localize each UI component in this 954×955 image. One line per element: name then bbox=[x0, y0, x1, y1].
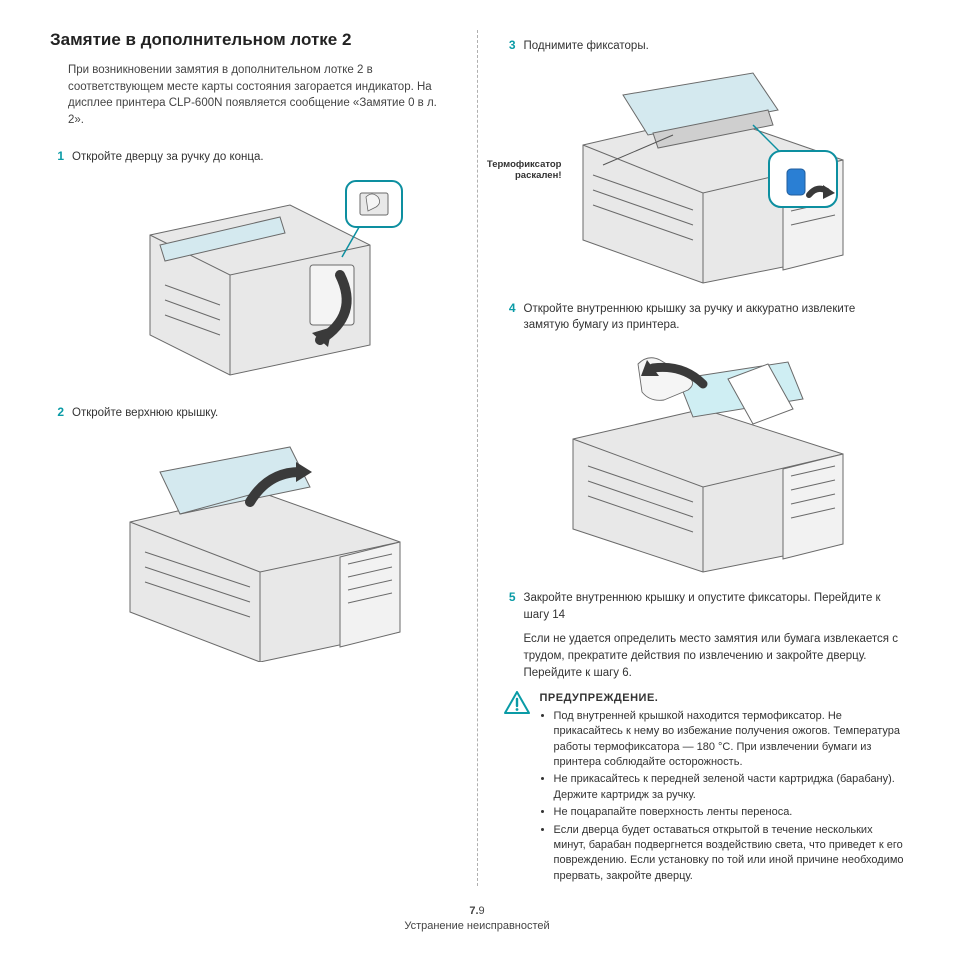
step-number: 5 bbox=[502, 590, 516, 604]
right-column: 3 Поднимите фиксаторы. Термофиксатор рас… bbox=[502, 30, 905, 886]
caution-item: Под внутренней крышкой находится термофи… bbox=[554, 709, 905, 771]
warning-icon bbox=[504, 691, 530, 720]
step-number: 3 bbox=[502, 38, 516, 52]
illustration-step3: Термофиксатор раскален! bbox=[502, 65, 905, 285]
section-heading: Замятие в дополнительном лотке 2 bbox=[50, 30, 453, 50]
fuser-hot-label: Термофиксатор раскален! bbox=[472, 159, 562, 182]
step-text: Поднимите фиксаторы. bbox=[524, 38, 649, 55]
caution-box: ПРЕДУПРЕЖДЕНИЕ. Под внутренней крышкой н… bbox=[504, 691, 905, 886]
printer-remove-paper-svg bbox=[543, 344, 863, 574]
caution-item: Не прикасайтесь к передней зеленой части… bbox=[554, 772, 905, 803]
caution-list: Под внутренней крышкой находится термофи… bbox=[540, 709, 905, 884]
illustration-step4 bbox=[502, 344, 905, 574]
step-1: 1 Откройте дверцу за ручку до конца. bbox=[50, 149, 453, 166]
caution-item: Не поцарапайте поверхность ленты перенос… bbox=[554, 805, 905, 820]
step-5-followup: Если не удается определить место замятия… bbox=[524, 631, 905, 681]
step-number: 1 bbox=[50, 149, 64, 163]
step-text: Откройте верхнюю крышку. bbox=[72, 405, 218, 422]
warn-line2: раскален! bbox=[515, 170, 562, 181]
warn-line1: Термофиксатор bbox=[487, 159, 562, 170]
step-text: Откройте внутреннюю крышку за ручку и ак… bbox=[524, 301, 905, 334]
two-column-layout: Замятие в дополнительном лотке 2 При воз… bbox=[50, 30, 904, 886]
printer-fuser-levers-svg bbox=[543, 65, 863, 285]
step-2: 2 Откройте верхнюю крышку. bbox=[50, 405, 453, 422]
step-3: 3 Поднимите фиксаторы. bbox=[502, 38, 905, 55]
printer-top-open-svg bbox=[100, 432, 420, 662]
illustration-step1 bbox=[68, 175, 453, 385]
step-text: Откройте дверцу за ручку до конца. bbox=[72, 149, 264, 166]
step-text: Закройте внутреннюю крышку и опустите фи… bbox=[524, 590, 905, 623]
footer-section: Устранение неисправностей bbox=[404, 920, 549, 932]
step-5: 5 Закройте внутреннюю крышку и опустите … bbox=[502, 590, 905, 623]
left-column: Замятие в дополнительном лотке 2 При воз… bbox=[50, 30, 453, 886]
caution-title: ПРЕДУПРЕЖДЕНИЕ. bbox=[540, 691, 905, 706]
intro-paragraph: При возникновении замятия в дополнительн… bbox=[68, 62, 453, 129]
step-number: 4 bbox=[502, 301, 516, 315]
step-4: 4 Откройте внутреннюю крышку за ручку и … bbox=[502, 301, 905, 334]
printer-open-door-svg bbox=[110, 175, 410, 385]
page-number: 9 bbox=[479, 905, 485, 917]
illustration-step2 bbox=[68, 432, 453, 662]
manual-page: Замятие в дополнительном лотке 2 При воз… bbox=[0, 0, 954, 955]
caution-body: ПРЕДУПРЕЖДЕНИЕ. Под внутренней крышкой н… bbox=[540, 691, 905, 886]
step-number: 2 bbox=[50, 405, 64, 419]
page-prefix: 7. bbox=[469, 905, 478, 917]
caution-item: Если дверца будет оставаться открытой в … bbox=[554, 823, 905, 885]
page-footer: 7.9 Устранение неисправностей bbox=[50, 904, 904, 935]
